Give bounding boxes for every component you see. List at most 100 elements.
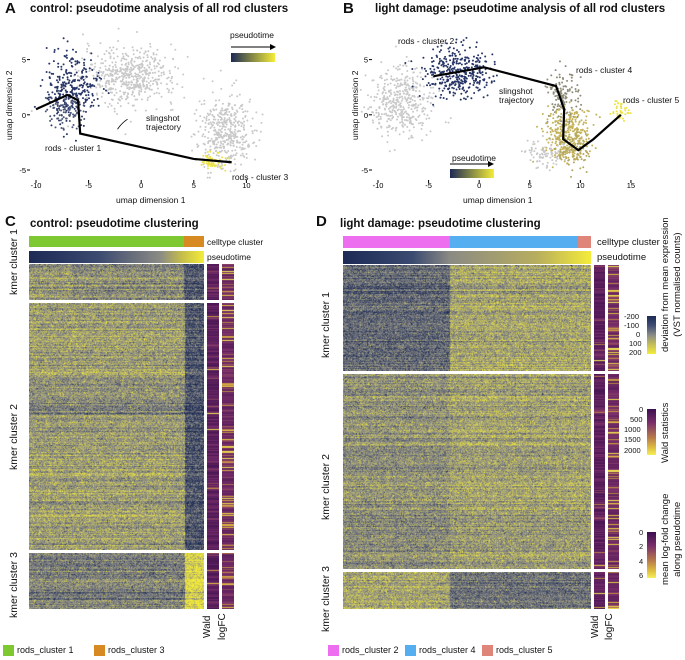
deviation-colorbar xyxy=(647,316,656,354)
panel-a-trajectory-label: slingshot trajectory xyxy=(146,113,181,132)
panel-c-celltype-bar-cluster3 xyxy=(184,236,204,247)
wald-tick-4: 1500 xyxy=(624,435,641,444)
panel-b-title: light damage: pseudotime analysis of all… xyxy=(375,3,666,15)
panel-c-pseudotime-label: pseudotime xyxy=(207,252,251,262)
deviation-tick-1: -200 xyxy=(624,312,640,321)
svg-text:5: 5 xyxy=(22,56,26,65)
svg-text:5: 5 xyxy=(364,56,368,65)
svg-text:0: 0 xyxy=(22,111,26,120)
panel-d-title: light damage: pseudotime clustering xyxy=(340,218,541,230)
deviation-colorbar-title: deviation from mean expression (VST norm… xyxy=(660,217,683,352)
panel-b-xlabel: umap dimension 1 xyxy=(463,195,533,205)
panel-c-heatmap-kmer3 xyxy=(29,553,204,609)
logfc-tick-1: 0 xyxy=(639,528,644,537)
panel-a-legend-title: pseudotime xyxy=(230,30,274,40)
panel-b-cluster4-label: rods - cluster 4 xyxy=(576,65,633,75)
panel-c-letter: C xyxy=(5,213,16,230)
panel-d-kmer1-label: kmer cluster 1 xyxy=(320,292,332,358)
svg-text:-10: -10 xyxy=(373,181,384,190)
panel-a-ylabel: umap dimension 2 xyxy=(4,70,14,140)
panel-d-heatmap-kmer3 xyxy=(343,572,591,609)
panel-d-pseudotime-bar xyxy=(343,251,591,264)
panel-d-letter: D xyxy=(316,213,327,230)
deviation-tick-3: 0 xyxy=(636,330,641,339)
panel-c-celltype-bar-cluster1 xyxy=(29,236,184,247)
panel-c-divider-1 xyxy=(29,300,239,303)
deviation-tick-2: -100 xyxy=(624,321,640,330)
panel-d-divider-1 xyxy=(343,371,623,374)
panel-c-heatmap-kmer1 xyxy=(29,264,204,300)
panel-d-wald-column xyxy=(594,265,605,609)
svg-text:10: 10 xyxy=(576,181,584,190)
logfc-colorbar xyxy=(647,532,656,578)
wald-tick-3: 1000 xyxy=(624,425,641,434)
panel-d-legend-swatch-1 xyxy=(328,645,339,656)
panel-d-logfc-label: logFC xyxy=(604,613,615,640)
panel-b-cluster2-label: rods - cluster 2 xyxy=(398,36,455,46)
panel-c-wald-column xyxy=(207,264,219,609)
panel-c-legend-swatch-1 xyxy=(3,645,14,656)
svg-text:5: 5 xyxy=(528,181,532,190)
panel-b-letter: B xyxy=(343,0,354,17)
panel-a-xlabel: umap dimension 1 xyxy=(116,195,186,205)
panel-d-legend-label-1: rods_cluster 2 xyxy=(342,645,399,655)
svg-text:10: 10 xyxy=(242,181,250,190)
logfc-tick-2: 2 xyxy=(639,542,644,551)
panel-d-kmer3-label: kmer cluster 3 xyxy=(320,566,332,632)
panel-c-logfc-label: logFC xyxy=(217,613,228,640)
panel-a-cluster3-label: rods - cluster 3 xyxy=(232,172,289,182)
panel-a-umap-plot: -10 -5 0 5 10 5 0 -5 xyxy=(19,18,305,190)
panel-d-kmer2-label: kmer cluster 2 xyxy=(320,454,332,520)
svg-text:-5: -5 xyxy=(361,166,368,175)
panel-a-letter: A xyxy=(5,0,16,17)
svg-text:-5: -5 xyxy=(85,181,92,190)
panel-c-legend-swatch-2 xyxy=(94,645,105,656)
svg-text:5: 5 xyxy=(192,181,196,190)
logfc-tick-3: 4 xyxy=(639,557,644,566)
panel-a-title: control: pseudotime analysis of all rod … xyxy=(30,3,289,15)
svg-text:0: 0 xyxy=(364,111,368,120)
panel-c-pseudotime-bar xyxy=(29,251,204,263)
svg-text:-10: -10 xyxy=(31,181,42,190)
panel-d-celltype-bar-cluster2 xyxy=(343,236,450,248)
panel-d-heatmap-kmer1 xyxy=(343,265,591,371)
panel-c-kmer2-label: kmer cluster 2 xyxy=(8,404,20,470)
panel-b-ylabel: umap dimension 2 xyxy=(350,70,360,140)
logfc-colorbar-title: mean log-fold change along pseudotime xyxy=(660,493,683,585)
panel-b-cluster5-label: rods - cluster 5 xyxy=(623,95,680,105)
svg-text:0: 0 xyxy=(477,181,481,190)
panel-c-divider-2 xyxy=(29,550,239,553)
svg-text:-5: -5 xyxy=(425,181,432,190)
panel-c-logfc-column xyxy=(222,264,234,609)
deviation-tick-5: 200 xyxy=(629,348,642,357)
wald-tick-5: 2000 xyxy=(624,446,641,455)
svg-text:15: 15 xyxy=(627,181,635,190)
panel-d-heatmap-kmer2 xyxy=(343,374,591,569)
deviation-tick-4: 100 xyxy=(629,339,642,348)
panel-d-logfc-column xyxy=(608,265,619,609)
panel-d-wald-label: Wald xyxy=(590,615,601,638)
panel-c-kmer3-label: kmer cluster 3 xyxy=(8,552,20,618)
panel-b-trajectory-label: slingshot trajectory xyxy=(499,86,534,105)
panel-d-celltype-bar-cluster4 xyxy=(450,236,578,248)
wald-tick-2: 500 xyxy=(630,415,643,424)
panel-c-legend-label-1: rods_cluster 1 xyxy=(17,645,74,655)
wald-tick-1: 0 xyxy=(639,405,644,414)
svg-text:-5: -5 xyxy=(19,166,26,175)
panel-d-pseudotime-label: pseudotime xyxy=(597,252,647,263)
wald-colorbar-title: Wald statistics xyxy=(660,402,671,463)
panel-d-celltype-bar-cluster5 xyxy=(578,236,591,248)
panel-d-celltype-label: celltype cluster xyxy=(597,237,660,248)
panel-c-kmer1-label: kmer cluster 1 xyxy=(8,229,20,295)
panel-d-divider-2 xyxy=(343,569,623,572)
svg-text:0: 0 xyxy=(139,181,143,190)
panel-c-title: control: pseudotime clustering xyxy=(30,218,199,230)
wald-colorbar xyxy=(647,409,656,455)
panel-d-legend-swatch-2 xyxy=(405,645,416,656)
logfc-tick-4: 6 xyxy=(639,571,644,580)
panel-d-legend-label-2: rods_cluster 4 xyxy=(419,645,476,655)
panel-a-cluster1-label: rods - cluster 1 xyxy=(45,143,102,153)
panel-b-legend-title: pseudotime xyxy=(452,153,496,163)
panel-b-umap-plot: -10 -5 0 5 10 15 5 0 -5 xyxy=(359,36,635,190)
panel-c-heatmap-kmer2 xyxy=(29,303,204,550)
